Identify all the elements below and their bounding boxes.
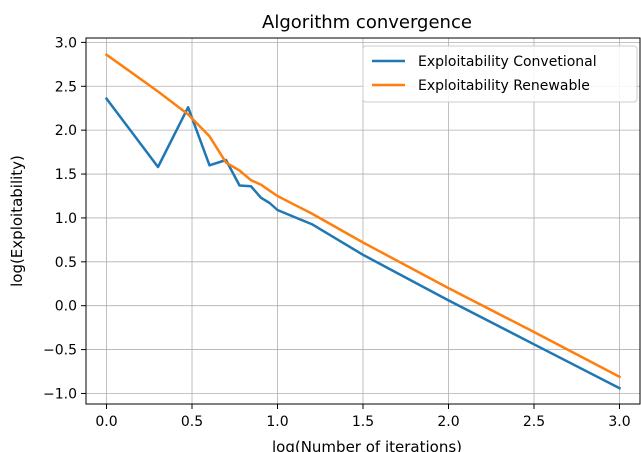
x-tick-label: 0.0 (95, 414, 117, 430)
x-tick-label: 2.0 (437, 414, 459, 430)
y-tick-label: 1.5 (55, 167, 77, 183)
x-tick-label: 1.0 (266, 414, 288, 430)
tick-labels: 0.0 0.5 1.0 1.5 2.0 2.5 3.0 −1.0 −0.5 0.0 0.5 1.0 1.… (43, 35, 631, 430)
y-axis-label: log(Exploitability) (8, 155, 26, 287)
x-axis-label: log(Number of iterations) (272, 438, 462, 452)
y-tick-label: −1.0 (43, 386, 77, 402)
chart-title: Algorithm convergence (262, 12, 472, 33)
legend-label-convetional: Exploitability Convetional (418, 54, 597, 70)
axes (81, 37, 641, 409)
y-tick-label: 2.0 (55, 123, 77, 139)
x-tick-label: 2.5 (523, 414, 545, 430)
y-tick-label: 3.0 (55, 35, 77, 51)
y-tick-label: −0.5 (43, 343, 77, 359)
y-tick-label: 2.5 (55, 79, 77, 95)
x-tick-label: 0.5 (181, 414, 203, 430)
y-tick-label: 0.0 (55, 299, 77, 315)
x-tick-label: 3.0 (608, 414, 630, 430)
plot-frame (85, 37, 641, 405)
series-line-0 (104, 96, 622, 390)
legend-box (362, 45, 638, 103)
y-tick-label: 1.0 (55, 211, 77, 227)
series-line-1 (104, 52, 622, 379)
x-tick-label: 1.5 (352, 414, 374, 430)
y-tick-label: 0.5 (55, 255, 77, 271)
legend: Exploitability Convetional Exploitabilit… (362, 45, 638, 103)
legend-label-renewable: Exploitability Renewable (418, 78, 590, 94)
plot-lines (104, 52, 622, 390)
